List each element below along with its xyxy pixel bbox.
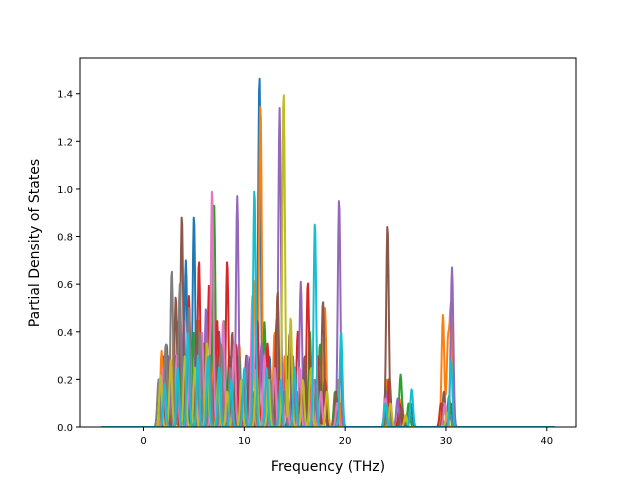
axes: 0 10 20 30 40 0.0 0.2 0.4 0.6 0.8 1.0 1.2 1.4 xyxy=(57,57,577,447)
y-tick-label-2: 0.4 xyxy=(57,328,73,339)
y-tick-label-6: 1.2 xyxy=(57,137,73,148)
y-tick-label-5: 1.0 xyxy=(57,185,73,196)
x-tick-label-2: 20 xyxy=(339,436,352,447)
series-line-9 xyxy=(100,94,556,427)
x-tick-label-0: 0 xyxy=(140,436,146,447)
series-line-10 xyxy=(100,190,556,427)
y-tick-label-0: 0.0 xyxy=(57,423,73,434)
x-tick-label-1: 10 xyxy=(238,436,251,447)
series-line-8 xyxy=(100,270,556,427)
y-tick-label-1: 0.2 xyxy=(57,375,73,386)
x-tick-label-4: 40 xyxy=(540,436,553,447)
series-line-7 xyxy=(100,190,556,427)
y-tick-label-7: 1.4 xyxy=(57,90,73,101)
x-axis-label: Frequency (THz) xyxy=(271,459,385,475)
axes-frame xyxy=(79,57,577,428)
y-tick-label-4: 0.8 xyxy=(57,233,73,244)
y-axis-label: Partial Density of States xyxy=(27,159,43,327)
y-tick-label-3: 0.6 xyxy=(57,280,73,291)
x-tick-label-3: 30 xyxy=(440,436,453,447)
